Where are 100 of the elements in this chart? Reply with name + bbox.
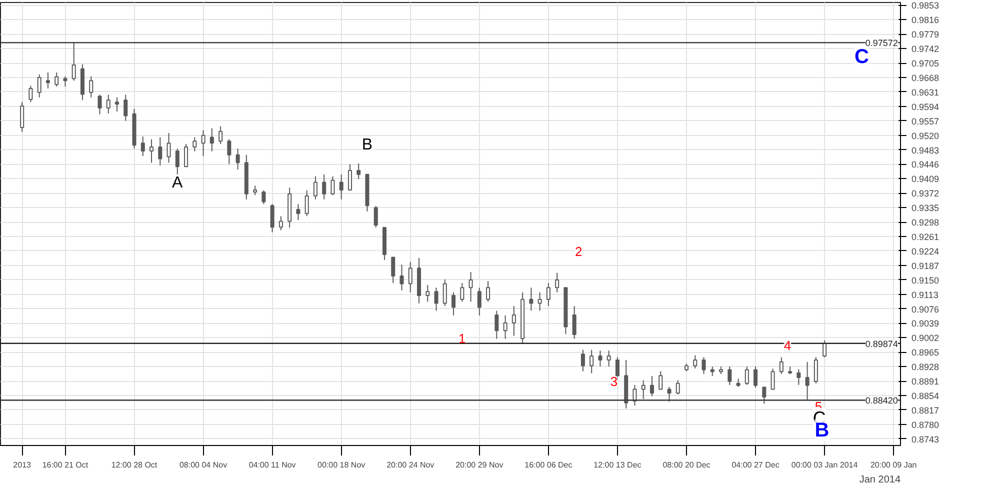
candlestick <box>822 340 827 358</box>
x-tick-label: 16:00 21 Oct <box>42 460 89 470</box>
candlestick <box>442 278 447 307</box>
candlestick <box>615 356 620 381</box>
y-tick-label: 0.8743 <box>912 434 940 444</box>
text: Jan 2014 <box>859 474 901 485</box>
candlestick <box>278 216 283 231</box>
candlestick <box>762 386 766 404</box>
candlestick <box>37 74 42 98</box>
x-tick-label: 04:00 11 Nov <box>248 460 296 470</box>
y-tick-label: 0.9446 <box>912 160 940 170</box>
x-tick-label: 00:00 03 Jan 2014 <box>791 460 858 470</box>
y-tick-label: 0.9335 <box>912 203 940 214</box>
ref-line-label: 0.89874 <box>865 338 898 349</box>
candlestick <box>356 162 361 180</box>
candlestick <box>201 130 206 157</box>
y-tick-label: 0.8780 <box>912 420 940 430</box>
x-tick-label: 08:00 20 Dec <box>662 460 710 470</box>
candlestick <box>374 206 378 228</box>
y-tick-label: 0.9816 <box>912 15 940 26</box>
candlestick <box>770 368 775 390</box>
candlestick <box>28 85 33 103</box>
x-tick-label: 00:00 18 Nov <box>318 460 366 470</box>
annotation: B <box>362 136 373 154</box>
candlestick <box>512 306 516 336</box>
y-tick-label: 0.9298 <box>912 218 940 228</box>
candlestick <box>408 261 412 293</box>
candlestick <box>486 280 490 302</box>
x-tick-label: 04:00 27 Dec <box>732 460 780 470</box>
candlestick <box>106 94 110 114</box>
candlestick <box>546 282 550 307</box>
candlestick <box>744 366 749 386</box>
candlestick <box>348 164 352 191</box>
y-tick-label: 0.9261 <box>912 232 940 242</box>
candlestick <box>650 375 654 397</box>
x-tick-label: 20:00 24 Nov <box>386 460 434 470</box>
candlestick <box>641 380 646 400</box>
candlestick <box>805 361 810 401</box>
candlestick <box>253 185 258 196</box>
candlestick <box>710 366 714 376</box>
candlestick <box>391 256 396 284</box>
y-tick-label: 0.9187 <box>912 260 940 271</box>
candlestick <box>676 380 680 395</box>
y-tick-label: 0.9594 <box>912 102 940 112</box>
candlestick <box>124 94 128 122</box>
y-tick-label: 0.9742 <box>912 44 940 54</box>
y-tick-label: 0.8854 <box>912 390 940 401</box>
candlestick <box>270 204 274 233</box>
annotation: A <box>172 174 184 192</box>
candlestick <box>175 148 180 175</box>
x-tick-label: 20:00 29 Nov <box>456 460 504 470</box>
candlestick <box>20 102 24 132</box>
candlestick <box>658 370 663 390</box>
candlestick <box>572 306 576 340</box>
candlestick <box>236 148 240 170</box>
candlestick <box>262 190 266 205</box>
y-tick-label: 0.9705 <box>912 58 940 69</box>
annotation: C <box>854 46 869 68</box>
annotation: 1 <box>458 330 466 346</box>
candlestick <box>227 138 232 165</box>
candlestick <box>702 356 706 375</box>
ref-line-label: 0.97572 <box>865 38 898 48</box>
candlestick <box>452 292 456 316</box>
x-tick-label: 20:00 09 Jan <box>870 460 917 470</box>
candlestick <box>538 292 542 312</box>
x-tick-label: 16:00 06 Dec <box>524 460 572 470</box>
y-tick-label: 0.8965 <box>912 348 940 358</box>
y-tick-label: 0.8891 <box>912 376 940 387</box>
candlestick <box>158 136 162 166</box>
y-tick-label: 0.9039 <box>912 318 940 329</box>
y-tick-label: 0.9076 <box>912 304 940 314</box>
y-tick-label: 0.9631 <box>912 87 940 98</box>
candlestick <box>503 314 508 340</box>
y-tick-label: 0.9520 <box>912 130 940 141</box>
candlestick <box>632 384 637 406</box>
candlestick <box>667 386 672 402</box>
candlestick <box>89 76 94 98</box>
candlestick <box>218 126 223 144</box>
y-tick-label: 0.9150 <box>912 275 940 286</box>
candlestick <box>210 128 214 152</box>
y-tick-label: 0.9483 <box>912 145 940 156</box>
candlestick <box>46 72 50 89</box>
candlestick <box>114 96 119 112</box>
candlestick <box>72 42 76 82</box>
y-tick-label: 0.8928 <box>912 362 940 372</box>
candlestick <box>606 350 611 368</box>
candlestick <box>296 204 300 221</box>
annotation: 2 <box>575 244 582 260</box>
candlestick <box>693 354 698 370</box>
candlestick <box>555 272 560 293</box>
candlestick <box>460 282 464 302</box>
candlestick <box>140 136 145 157</box>
x-tick-label: 12:00 28 Oct <box>111 460 158 470</box>
x-tick-label: 08:00 04 Nov <box>179 460 228 470</box>
candlestick <box>494 310 499 340</box>
candlestick <box>779 356 784 375</box>
candlestick <box>796 368 801 386</box>
candlestick <box>166 132 171 164</box>
y-tick-label: 0.9224 <box>912 246 940 256</box>
y-tick-label: 0.9779 <box>912 30 940 40</box>
